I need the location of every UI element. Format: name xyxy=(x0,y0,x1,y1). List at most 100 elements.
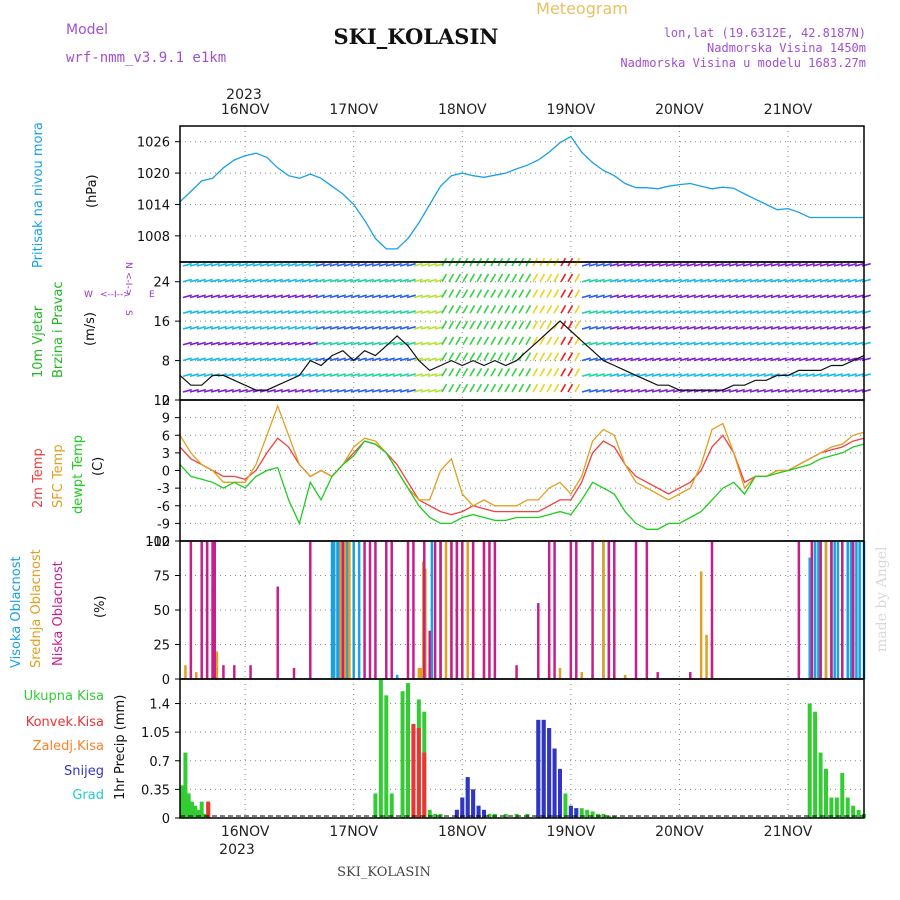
wind-barb xyxy=(798,294,808,299)
panel-frame xyxy=(179,261,865,401)
mid_cloud-bar xyxy=(339,541,342,679)
wind-barb xyxy=(252,341,262,346)
wind-barb xyxy=(560,368,567,377)
wind-barb xyxy=(203,373,213,378)
wind-barb xyxy=(448,352,455,361)
wind-barb xyxy=(826,357,836,362)
cloud-unit: (%) xyxy=(93,596,108,619)
legend-hail: Grad xyxy=(72,788,104,803)
wind-barb xyxy=(609,388,619,393)
tick-label: 3 xyxy=(162,447,170,462)
wind-barb xyxy=(707,325,717,330)
high_cloud-bar xyxy=(813,541,817,679)
wind-barb xyxy=(854,388,864,393)
wind-barb xyxy=(651,373,661,378)
wind-barb xyxy=(637,373,647,378)
wind-barb xyxy=(455,368,462,377)
wind-barb xyxy=(812,325,822,330)
wind-barb xyxy=(427,294,437,299)
wind-barb xyxy=(777,294,787,299)
wind-barb xyxy=(476,320,483,330)
wind-barb xyxy=(707,278,717,283)
wind-barb xyxy=(791,294,801,299)
low_cloud-bar xyxy=(455,541,459,679)
wind-barb xyxy=(714,262,724,267)
elevation-label: Nadmorska Visina 1450m xyxy=(707,41,866,55)
wind-barb xyxy=(322,373,332,378)
top-day-label: 21NOV xyxy=(764,102,813,118)
wind-barb xyxy=(532,383,539,393)
wind-barb xyxy=(427,357,437,362)
wind-barb xyxy=(735,310,745,315)
wind-barb xyxy=(266,373,276,378)
wind-barb xyxy=(609,341,619,346)
wind-barb xyxy=(217,357,227,362)
wind-barb xyxy=(266,294,276,299)
wind-barb xyxy=(602,278,612,283)
wind-barb xyxy=(567,336,574,346)
wind-barb xyxy=(791,262,801,267)
wind-barb xyxy=(546,320,553,330)
wind-barb xyxy=(770,341,780,346)
wind-barb xyxy=(665,310,675,315)
wind-barb xyxy=(203,325,213,330)
wind-barb xyxy=(224,262,234,267)
low_cloud-bar xyxy=(575,541,578,679)
wind-barb xyxy=(406,310,416,315)
pressure-ylabel: Pritisak na nivou mora xyxy=(31,122,46,268)
wind-barb xyxy=(588,388,598,393)
wind-barb xyxy=(420,278,430,283)
wind-barb xyxy=(252,357,262,362)
high-cloud-ylabel: Visoka Oblacnost xyxy=(9,556,24,668)
wind-barb xyxy=(560,336,567,346)
wind-barb xyxy=(721,341,731,346)
wind-barb xyxy=(679,262,689,267)
tick-label: 6 xyxy=(162,429,170,444)
total_precip-bar xyxy=(196,809,201,818)
wind-barb xyxy=(616,388,626,393)
wind-barb xyxy=(448,289,455,298)
tick-label: 25 xyxy=(153,639,170,654)
wind-barb xyxy=(798,310,808,315)
wind-barb xyxy=(749,341,759,346)
pressure-unit: (hPa) xyxy=(85,174,100,208)
wind-barb xyxy=(854,294,864,299)
wind-barb xyxy=(420,373,430,378)
wind-barb xyxy=(546,273,553,283)
wind-barb xyxy=(798,278,808,283)
wind-barb xyxy=(595,310,605,315)
wind-barb xyxy=(651,357,661,362)
wind-barb xyxy=(406,278,416,283)
wind-barb xyxy=(560,273,567,283)
wind-barb xyxy=(490,273,497,283)
panel-frame xyxy=(179,399,865,542)
wind-barb xyxy=(462,289,469,298)
wind-barb xyxy=(483,320,490,330)
total_precip-bar xyxy=(845,797,850,818)
wind-barb xyxy=(336,278,346,283)
wind-barb xyxy=(791,325,801,330)
wind-barb xyxy=(497,305,504,314)
wind-barb xyxy=(315,341,325,346)
wind-barb xyxy=(406,388,416,393)
wind-barb xyxy=(525,336,532,346)
wind-barb xyxy=(294,262,304,267)
wind-barb xyxy=(462,320,469,330)
compass-ns-arrow: <-I-> xyxy=(123,272,133,296)
mid_cloud-bar xyxy=(215,651,219,679)
wind-barb xyxy=(791,341,801,346)
wind-barb xyxy=(532,352,539,361)
wind-barb xyxy=(756,357,766,362)
wind-barb xyxy=(427,278,437,283)
wind-barb xyxy=(483,273,490,283)
wind-compass: N <-I-> S W <--I--> E xyxy=(84,262,155,316)
wind-barb xyxy=(812,278,822,283)
wind-barb xyxy=(665,341,675,346)
wind-barb xyxy=(735,357,745,362)
tick-label: 9 xyxy=(162,412,170,427)
total_precip-bar xyxy=(601,813,606,818)
wind-barb xyxy=(567,289,574,298)
wind-barb xyxy=(770,373,780,378)
low_cloud-bar xyxy=(363,541,366,679)
wind-barb xyxy=(441,368,448,377)
